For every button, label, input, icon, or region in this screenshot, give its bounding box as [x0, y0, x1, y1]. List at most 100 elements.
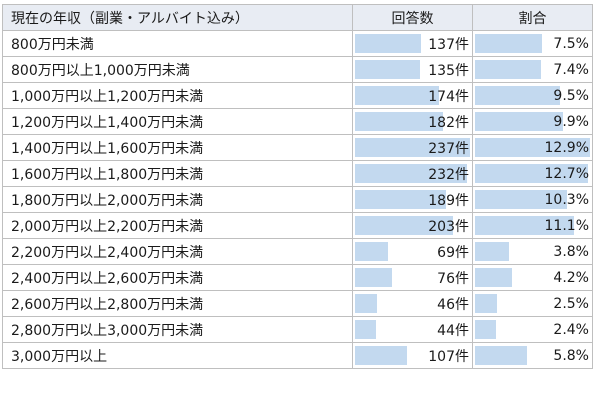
percent-bar — [475, 34, 542, 53]
count-value: 44件 — [437, 322, 469, 339]
income-range-label: 1,800万円以上2,000万円未満 — [2, 186, 353, 213]
percent-bar — [475, 112, 563, 131]
count-cell: 174件 — [352, 82, 473, 109]
table-row: 3,000万円以上 107件 5.8% — [2, 342, 593, 369]
percent-cell: 5.8% — [472, 342, 593, 369]
table-row: 800万円未満 137件 7.5% — [2, 30, 593, 57]
percent-cell: 3.8% — [472, 238, 593, 265]
income-range-label: 1,400万円以上1,600万円未満 — [2, 134, 353, 161]
count-bar — [355, 60, 420, 79]
table-row: 2,400万円以上2,600万円未満 76件 4.2% — [2, 264, 593, 291]
percent-value: 11.1% — [544, 217, 589, 234]
count-cell: 137件 — [352, 30, 473, 57]
header-income: 現在の年収（副業・アルバイト込み） — [2, 4, 353, 31]
count-value: 203件 — [428, 218, 469, 235]
percent-cell: 9.5% — [472, 82, 593, 109]
percent-bar — [475, 86, 560, 105]
count-value: 69件 — [437, 244, 469, 261]
count-cell: 182件 — [352, 108, 473, 135]
count-value: 237件 — [428, 140, 469, 157]
count-bar — [355, 190, 446, 209]
income-range-label: 800万円未満 — [2, 30, 353, 57]
income-range-label: 2,800万円以上3,000万円未満 — [2, 316, 353, 343]
table-row: 2,600万円以上2,800万円未満 46件 2.5% — [2, 290, 593, 317]
income-range-label: 1,000万円以上1,200万円未満 — [2, 82, 353, 109]
percent-cell: 2.4% — [472, 316, 593, 343]
count-bar — [355, 34, 421, 53]
count-value: 174件 — [428, 88, 469, 105]
income-table-wrapper: 現在の年収（副業・アルバイト込み） 回答数 割合 800万円未満 137件 7.5%… — [2, 4, 593, 369]
table-body: 800万円未満 137件 7.5% 800万円以上1,000万円未満 135件 7.4% 1… — [2, 30, 593, 369]
count-cell: 237件 — [352, 134, 473, 161]
percent-bar — [475, 320, 496, 339]
count-cell: 69件 — [352, 238, 473, 265]
percent-cell: 12.9% — [472, 134, 593, 161]
income-range-label: 3,000万円以上 — [2, 342, 353, 369]
count-bar — [355, 216, 453, 235]
percent-value: 3.8% — [553, 243, 589, 260]
income-range-label: 2,000万円以上2,200万円未満 — [2, 212, 353, 239]
count-cell: 232件 — [352, 160, 473, 187]
count-bar — [355, 138, 470, 157]
income-range-label: 1,200万円以上1,400万円未満 — [2, 108, 353, 135]
percent-cell: 10.3% — [472, 186, 593, 213]
table-row: 1,400万円以上1,600万円未満 237件 12.9% — [2, 134, 593, 161]
count-cell: 203件 — [352, 212, 473, 239]
count-value: 189件 — [428, 192, 469, 209]
percent-value: 2.5% — [553, 295, 589, 312]
count-value: 232件 — [428, 166, 469, 183]
percent-value: 9.9% — [553, 113, 589, 130]
percent-cell: 12.7% — [472, 160, 593, 187]
count-bar — [355, 320, 376, 339]
income-range-label: 2,200万円以上2,400万円未満 — [2, 238, 353, 265]
percent-bar — [475, 268, 512, 287]
table-row: 1,000万円以上1,200万円未満 174件 9.5% — [2, 82, 593, 109]
count-value: 46件 — [437, 296, 469, 313]
percent-bar — [475, 346, 527, 365]
count-cell: 189件 — [352, 186, 473, 213]
count-value: 76件 — [437, 270, 469, 287]
count-value: 135件 — [428, 62, 469, 79]
percent-value: 12.7% — [544, 165, 589, 182]
percent-bar — [475, 60, 541, 79]
count-cell: 107件 — [352, 342, 473, 369]
income-range-label: 800万円以上1,000万円未満 — [2, 56, 353, 83]
count-value: 107件 — [428, 348, 469, 365]
count-bar — [355, 242, 388, 261]
count-bar — [355, 346, 407, 365]
percent-bar — [475, 164, 588, 183]
percent-bar — [475, 216, 574, 235]
table-row: 800万円以上1,000万円未満 135件 7.4% — [2, 56, 593, 83]
percent-value: 10.3% — [544, 191, 589, 208]
income-range-label: 1,600万円以上1,800万円未満 — [2, 160, 353, 187]
table-row: 2,000万円以上2,200万円未満 203件 11.1% — [2, 212, 593, 239]
percent-value: 12.9% — [544, 139, 589, 156]
count-cell: 46件 — [352, 290, 473, 317]
percent-cell: 4.2% — [472, 264, 593, 291]
percent-cell: 9.9% — [472, 108, 593, 135]
percent-value: 7.5% — [553, 35, 589, 52]
percent-bar — [475, 294, 497, 313]
percent-value: 7.4% — [553, 61, 589, 78]
count-value: 182件 — [428, 114, 469, 131]
count-bar — [355, 164, 467, 183]
table-row: 2,200万円以上2,400万円未満 69件 3.8% — [2, 238, 593, 265]
count-bar — [355, 86, 439, 105]
table-row: 1,200万円以上1,400万円未満 182件 9.9% — [2, 108, 593, 135]
table-row: 1,600万円以上1,800万円未満 232件 12.7% — [2, 160, 593, 187]
count-cell: 135件 — [352, 56, 473, 83]
table-row: 2,800万円以上3,000万円未満 44件 2.4% — [2, 316, 593, 343]
table-header-row: 現在の年収（副業・アルバイト込み） 回答数 割合 — [2, 4, 593, 31]
percent-bar — [475, 138, 590, 157]
income-range-label: 2,400万円以上2,600万円未満 — [2, 264, 353, 291]
income-range-label: 2,600万円以上2,800万円未満 — [2, 290, 353, 317]
percent-value: 2.4% — [553, 321, 589, 338]
count-bar — [355, 294, 377, 313]
percent-value: 5.8% — [553, 347, 589, 364]
income-table: 現在の年収（副業・アルバイト込み） 回答数 割合 800万円未満 137件 7.5%… — [2, 4, 593, 369]
table-row: 1,800万円以上2,000万円未満 189件 10.3% — [2, 186, 593, 213]
header-percent: 割合 — [472, 4, 593, 31]
percent-value: 4.2% — [553, 269, 589, 286]
percent-cell: 2.5% — [472, 290, 593, 317]
percent-cell: 7.5% — [472, 30, 593, 57]
